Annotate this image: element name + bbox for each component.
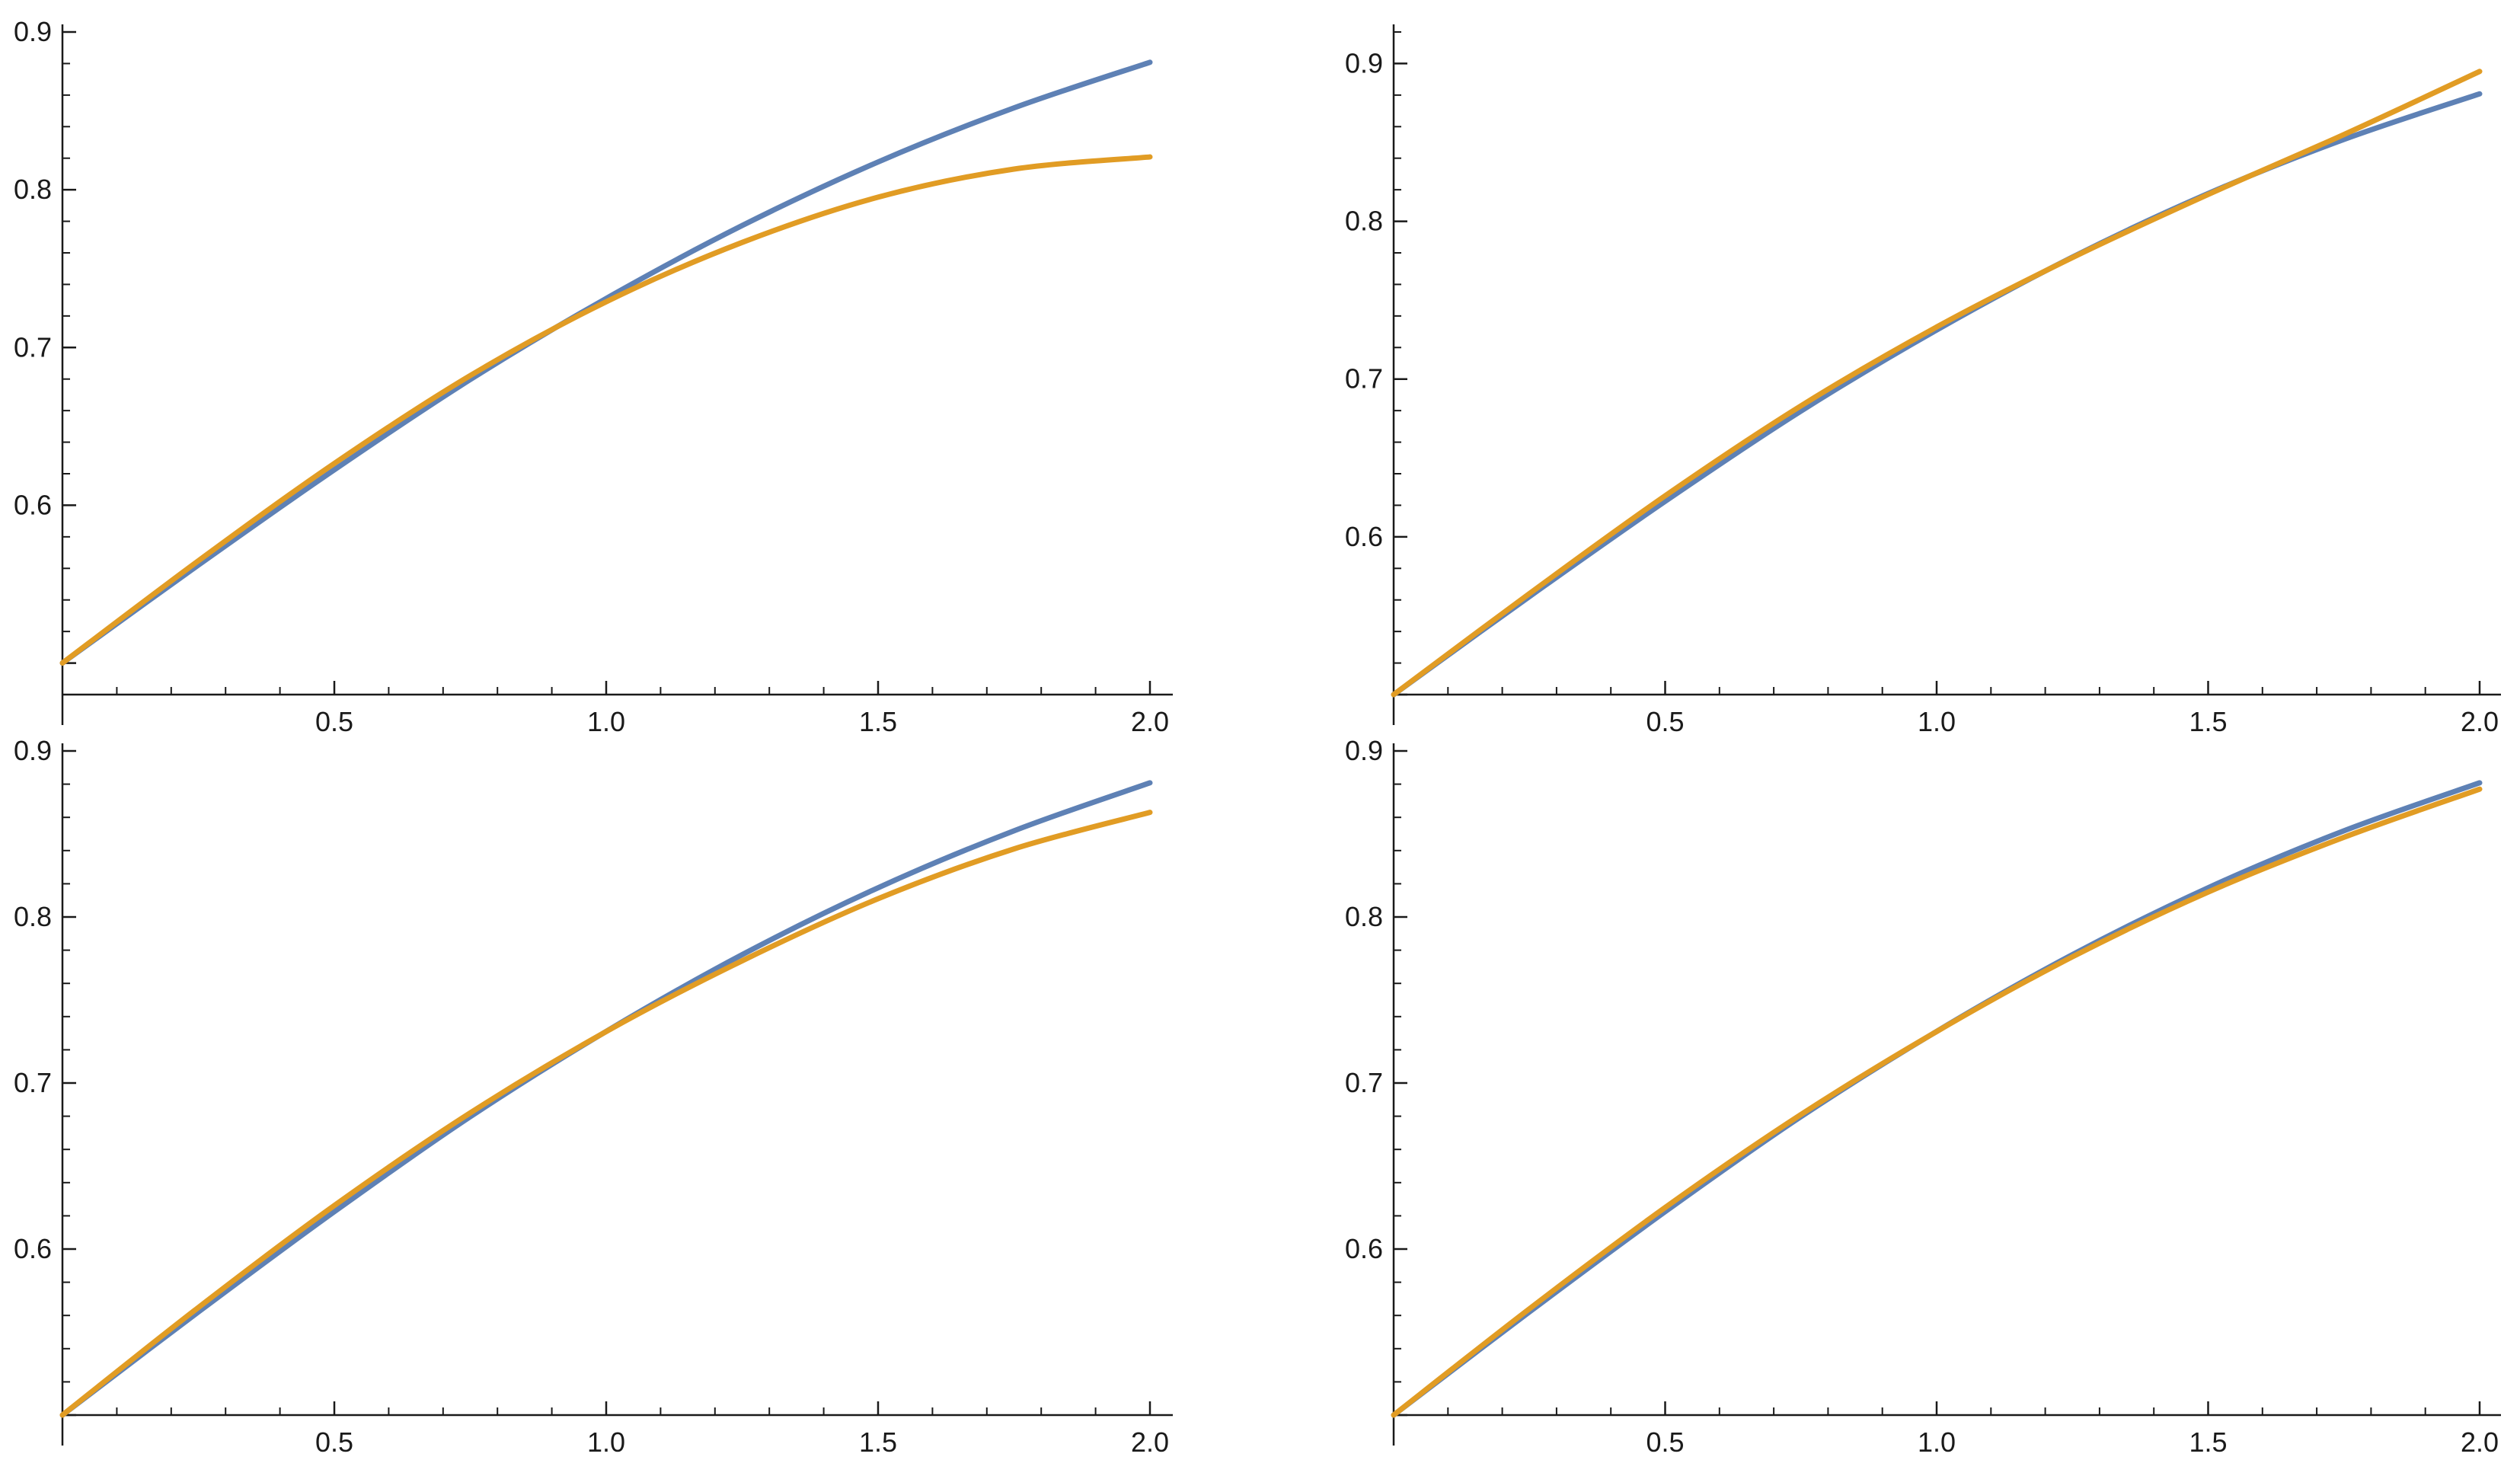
y-tick-label: 0.7: [1345, 1067, 1383, 1098]
y-tick-label: 0.6: [1345, 1233, 1383, 1264]
chart-top-right: 0.5 1.0 1.5 2.0 0.6 0.7 0.8 0.9: [1345, 24, 2501, 737]
x-tick-label: 0.5: [1646, 1426, 1684, 1458]
series-2-line: [1391, 69, 2483, 698]
y-tick-label: 0.9: [14, 16, 52, 47]
y-tick-label: 0.7: [14, 1067, 52, 1098]
x-tick-label: 1.0: [587, 706, 625, 737]
y-tick-label: 0.8: [1345, 206, 1383, 237]
x-tick-label: 1.0: [1918, 1426, 1956, 1458]
x-tick-label: 2.0: [2461, 706, 2499, 737]
chart-bottom-right: 0.5 1.0 1.5 2.0 0.6 0.7 0.8 0.9: [1345, 735, 2501, 1458]
series-1-line: [59, 59, 1153, 666]
series-1-line: [1391, 780, 2483, 1418]
y-tick-label: 0.7: [14, 331, 52, 363]
chart-top-left: 0.5 1.0 1.5 2.0 0.6 0.7 0.8 0.9: [14, 16, 1173, 737]
y-tick-label: 0.9: [1345, 735, 1383, 766]
y-tick-label: 0.8: [14, 174, 52, 205]
x-tick-label: 2.0: [1131, 706, 1169, 737]
y-tick-label: 0.7: [1345, 363, 1383, 395]
y-tick-label: 0.9: [14, 735, 52, 766]
x-tick-label: 1.0: [1918, 706, 1956, 737]
x-tick-label: 2.0: [1131, 1426, 1169, 1458]
y-tick-label: 0.9: [1345, 47, 1383, 78]
y-tick-label: 0.8: [1345, 901, 1383, 932]
series-2-line: [59, 810, 1153, 1418]
chart-bottom-left: 0.5 1.0 1.5 2.0 0.6 0.7 0.8 0.9: [14, 735, 1173, 1458]
series-1-line: [59, 780, 1153, 1418]
series-1-line: [1391, 91, 2483, 698]
series-2-line: [59, 154, 1153, 666]
y-tick-label: 0.6: [14, 489, 52, 520]
x-tick-label: 1.0: [587, 1426, 625, 1458]
x-tick-label: 0.5: [1646, 706, 1684, 737]
x-tick-label: 1.5: [859, 1426, 897, 1458]
x-tick-label: 1.5: [859, 706, 897, 737]
x-tick-label: 0.5: [315, 1426, 353, 1458]
x-tick-label: 1.5: [2189, 706, 2227, 737]
series-2-line: [1391, 786, 2483, 1418]
x-tick-label: 0.5: [315, 706, 353, 737]
x-tick-label: 1.5: [2189, 1426, 2227, 1458]
x-tick-label: 2.0: [2461, 1426, 2499, 1458]
y-tick-label: 0.6: [1345, 521, 1383, 552]
y-tick-label: 0.6: [14, 1233, 52, 1264]
y-tick-label: 0.8: [14, 901, 52, 932]
